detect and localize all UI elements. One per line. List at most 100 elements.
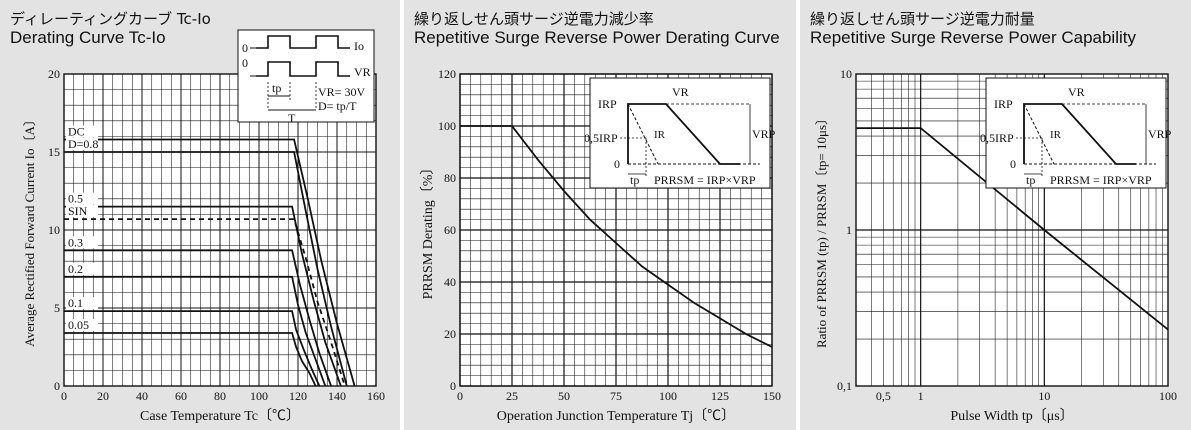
- x-tick-label: 140: [328, 389, 346, 403]
- plot-frame: [459, 73, 773, 387]
- vr-waveform: [256, 61, 350, 77]
- series-label-bg: [66, 205, 98, 218]
- series-label-bg: [66, 297, 98, 310]
- inset-irp-label: IRP: [598, 97, 617, 111]
- y-tick-label: 10: [48, 223, 60, 237]
- inset-tp-label: tp: [630, 173, 639, 187]
- inset-tp-label: tp: [1026, 173, 1035, 187]
- series-line: [64, 218, 346, 387]
- inset-zero-label: 0: [614, 157, 620, 171]
- inset-io-label: Io: [354, 39, 364, 53]
- plot-frame: [63, 73, 377, 387]
- inset-box: [985, 77, 1167, 189]
- plot-frame: [855, 73, 1169, 387]
- inset-duty: D= tp/T: [318, 99, 357, 113]
- panel-title-jp: 繰り返しせん頭サージ逆電力耐量: [810, 10, 1035, 28]
- series-label: 0.1: [68, 296, 83, 310]
- y-tick-label: 20: [48, 67, 60, 81]
- series-line: [64, 151, 348, 387]
- x-tick-label: 80: [214, 389, 226, 403]
- panel-title-jp: 繰り返しせん頭サージ逆電力減少率: [414, 10, 654, 28]
- series-label-bg: [66, 318, 98, 331]
- series-label-bg: [66, 262, 98, 275]
- inset-zero-label: 0: [1010, 157, 1016, 171]
- x-tick-label: 0: [457, 389, 463, 403]
- series-line: [64, 249, 332, 387]
- inset-box: [589, 77, 771, 189]
- x-tick-label: 125: [711, 389, 729, 403]
- y-tick-label: 20: [444, 327, 456, 341]
- y-tick-label: 0: [450, 379, 456, 393]
- x-tick-label: 10: [1038, 389, 1050, 403]
- inset-vr-label: VR: [672, 85, 689, 99]
- panel-title-jp: ディレーティングカーブ Tc-Io: [10, 10, 211, 28]
- inset-zero-label: 0: [242, 41, 248, 55]
- series-line: [64, 332, 317, 387]
- x-tick-label: 50: [558, 389, 570, 403]
- x-tick-label: 100: [659, 389, 677, 403]
- y-axis-label: Average Rectified Forward Current Io〔A〕: [22, 113, 37, 347]
- x-tick-label: 100: [250, 389, 268, 403]
- series-line: [64, 310, 321, 387]
- x-tick-label: 25: [506, 389, 518, 403]
- x-tick-label: 160: [367, 389, 385, 403]
- series-label: 0.2: [68, 262, 83, 276]
- ir-decay: [627, 103, 659, 165]
- series-line: [460, 125, 773, 348]
- derating-chart: 0 20 40 60 80 100 120 140 160 0 5 10 15 20 Case Temper…: [22, 29, 385, 424]
- inset-half-irp-label: 0,5IRP: [980, 131, 1014, 145]
- y-axis-label: Ratio of PRRSM (tp) / PRRSM〔tp= 10μs〕: [814, 112, 829, 348]
- y-tick-label: 1: [846, 223, 852, 237]
- x-tick-label: 0,5: [876, 389, 891, 403]
- series-line: [64, 275, 327, 387]
- series-label-bg: [66, 138, 98, 150]
- inset-vr-label: VR: [354, 65, 371, 79]
- series-label-bg: [66, 125, 98, 138]
- y-tick-label: 0: [54, 379, 60, 393]
- panel-title: Repetitive Surge Reverse Power Capabilit…: [810, 28, 1136, 47]
- inset-formula: PRRSM = IRP×VRP: [1050, 173, 1152, 187]
- y-tick-label: 100: [438, 119, 456, 133]
- x-axis-label: Pulse Width tp〔μs〕: [950, 408, 1073, 424]
- series-label: SIN: [68, 204, 88, 218]
- panel-title: Repetitive Surge Reverse Power Derating …: [414, 28, 780, 47]
- x-tick-label: 1: [918, 389, 924, 403]
- inset-vr-label: VR: [1068, 85, 1085, 99]
- y-axis-label: PRRSM Derating〔%〕: [420, 161, 436, 300]
- inset-formula: PRRSM = IRP×VRP: [654, 173, 756, 187]
- inset-ir-label: IR: [1050, 129, 1062, 141]
- series-label-bg: [66, 192, 98, 205]
- y-tick-label: 10: [840, 67, 852, 81]
- inset-half-irp-label: 0,5IRP: [584, 131, 618, 145]
- inset-ir-label: IR: [654, 129, 666, 141]
- x-axis-label: Case Temperature Tc〔℃〕: [140, 408, 300, 424]
- series-line: [64, 205, 342, 387]
- series-label: D=0.8: [68, 137, 98, 151]
- inset-vrp-label: VRP: [1148, 127, 1172, 141]
- panel-title: Derating Curve Tc-Io: [10, 28, 166, 47]
- inset-vr-value: VR= 30V: [318, 85, 365, 99]
- power-derating-panel: 繰り返しせん頭サージ逆電力減少率 Repetitive Surge Revers…: [404, 0, 796, 430]
- series-label: 0.3: [68, 235, 83, 249]
- x-tick-label: 120: [289, 389, 307, 403]
- series-line: [856, 127, 1169, 331]
- y-tick-label: 40: [444, 275, 456, 289]
- power-derating-chart: 0 25 50 75 100 125 150 0 20 40 60 80 100 120 Operation…: [420, 67, 781, 424]
- inset-vrp-label: VRP: [752, 127, 776, 141]
- power-capability-panel: 繰り返しせん頭サージ逆電力耐量 Repetitive Surge Reverse…: [800, 0, 1191, 430]
- x-tick-label: 0: [61, 389, 67, 403]
- inset-irp-label: IRP: [994, 97, 1013, 111]
- inset-tp-label: tp: [272, 81, 281, 95]
- x-tick-label: 40: [136, 389, 148, 403]
- y-tick-label: 120: [438, 67, 456, 81]
- x-tick-label: 75: [610, 389, 622, 403]
- series-label: DC: [68, 125, 85, 139]
- x-tick-label: 150: [763, 389, 781, 403]
- y-tick-label: 15: [48, 145, 60, 159]
- series-label: 0.5: [68, 192, 83, 206]
- x-tick-label: 20: [97, 389, 109, 403]
- x-tick-label: 60: [175, 389, 187, 403]
- y-tick-label: 5: [54, 301, 60, 315]
- series-label: 0.05: [68, 318, 89, 332]
